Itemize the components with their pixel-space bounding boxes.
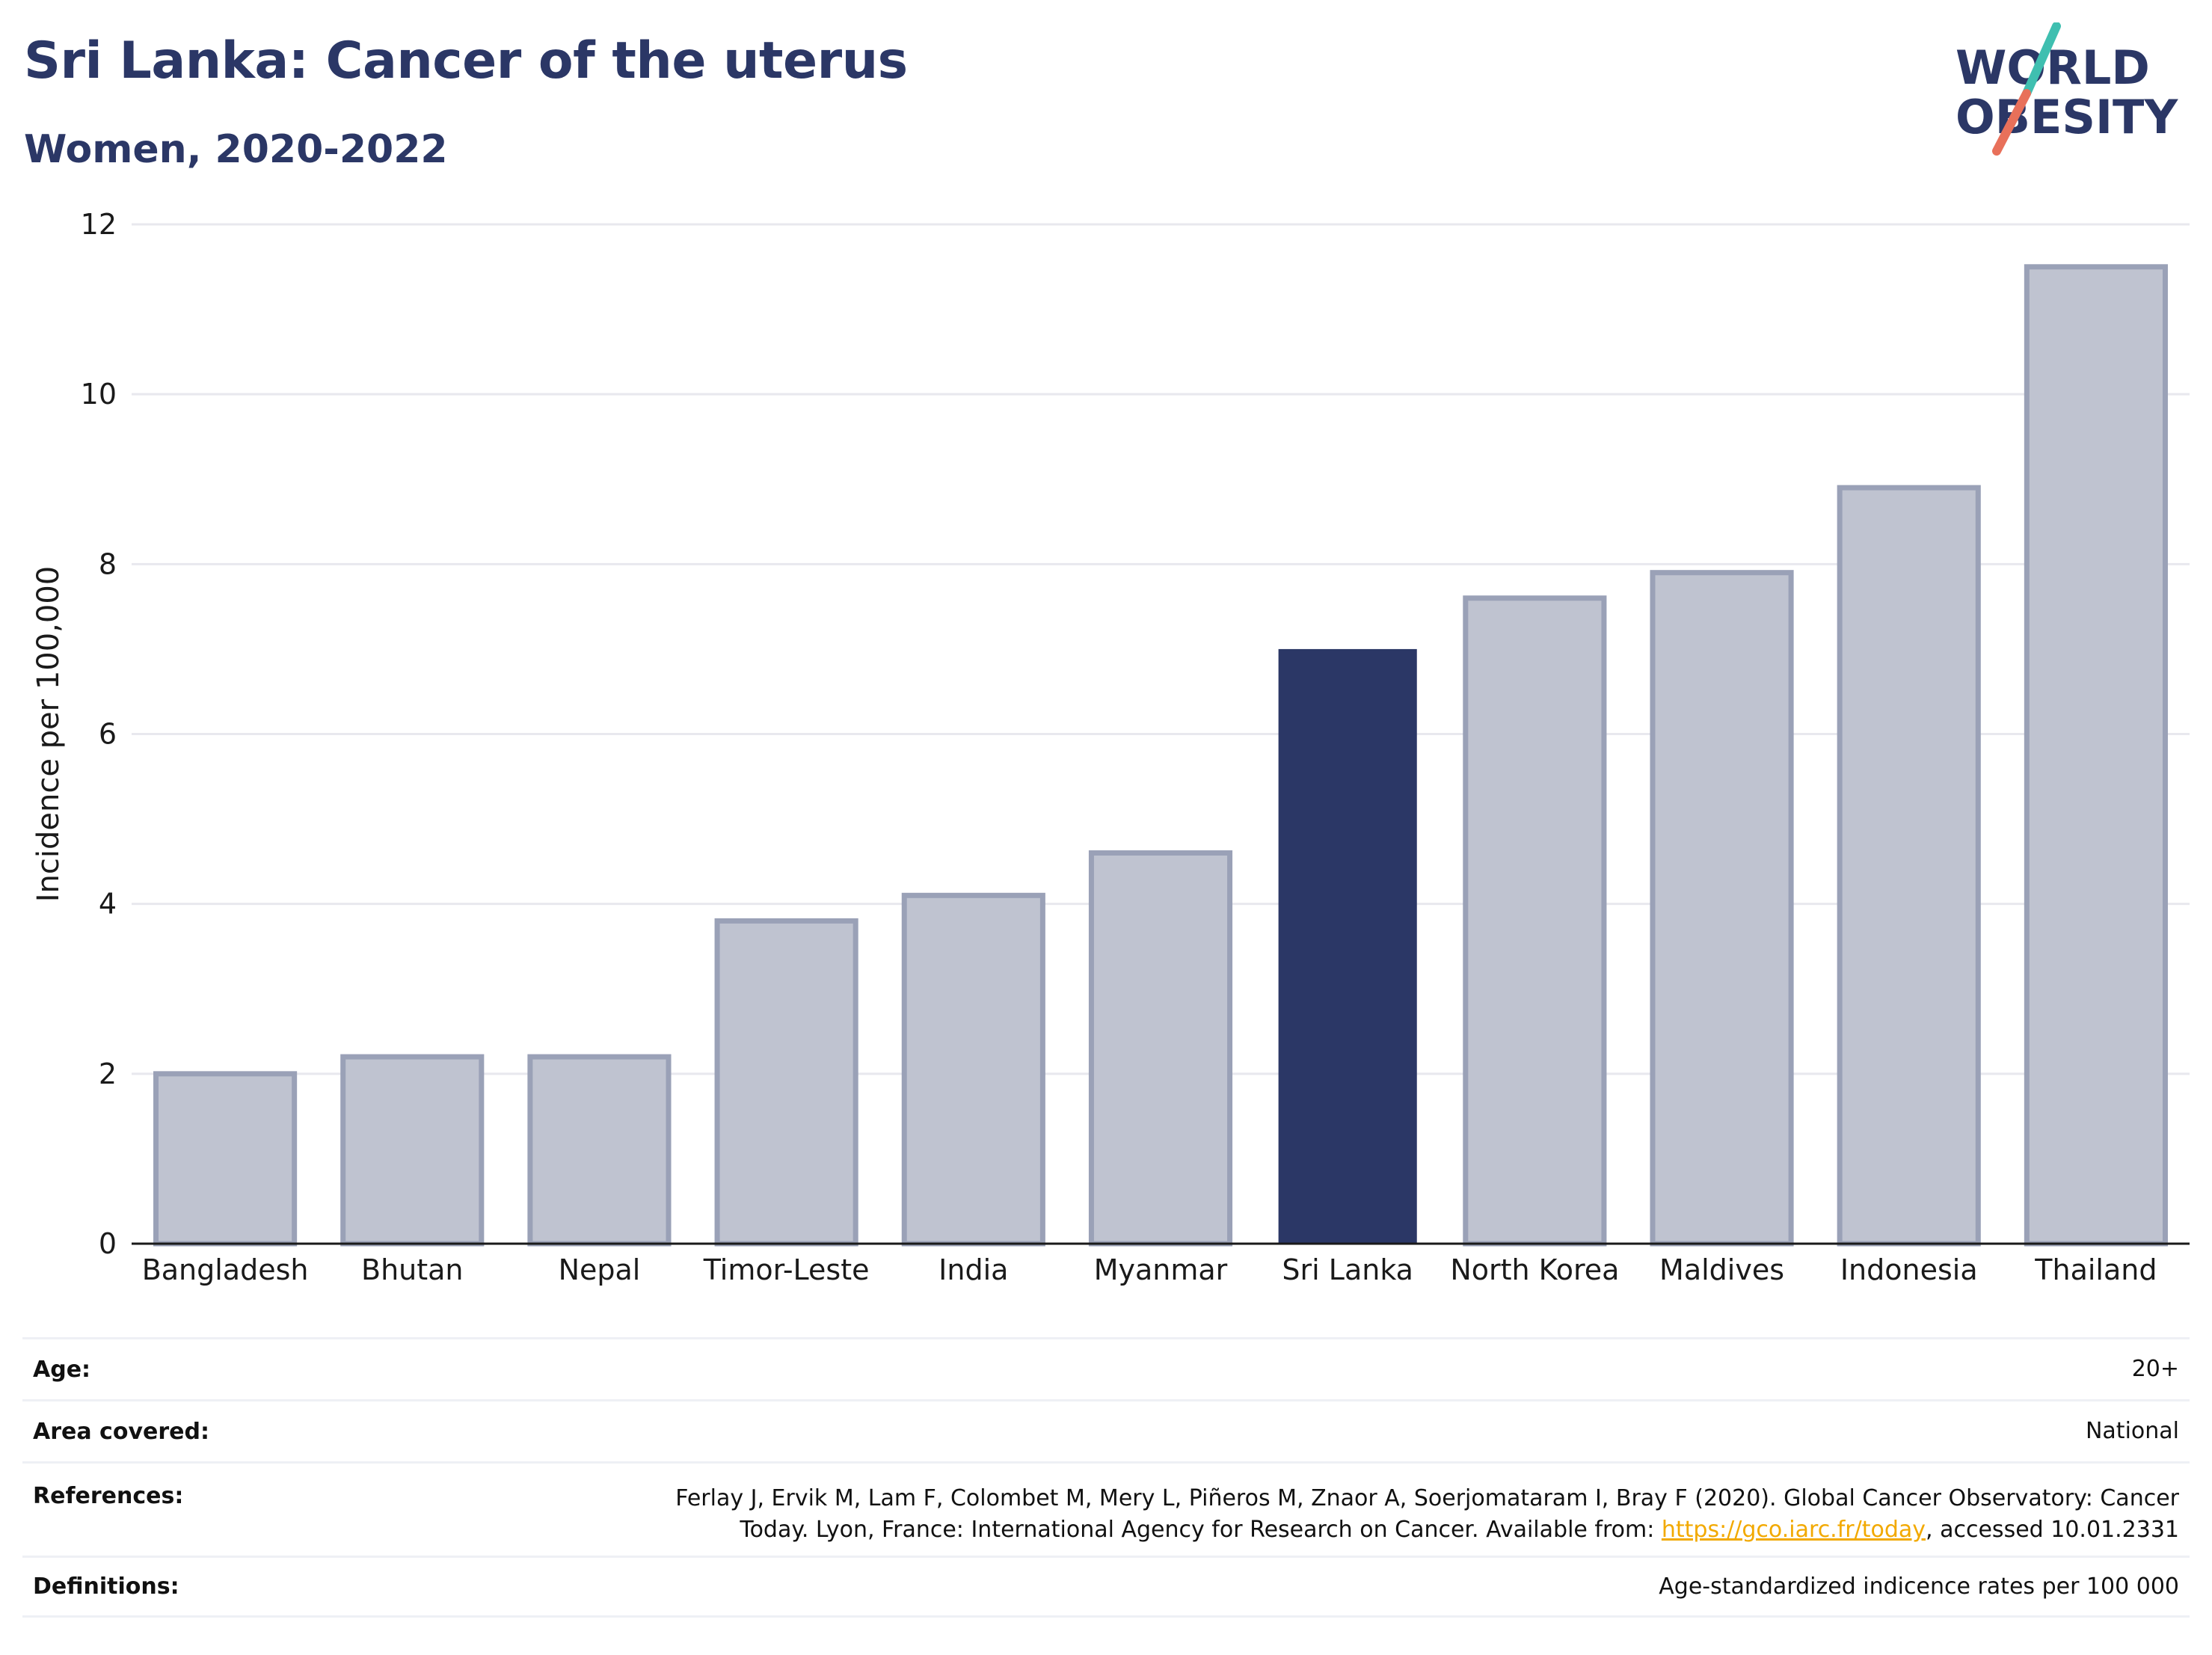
bar-bangladesh (153, 1071, 298, 1247)
x-tick-label-6: Sri Lanka (1282, 1253, 1413, 1286)
x-tick-label-7: North Korea (1450, 1253, 1619, 1286)
x-tick-label-8: Maldives (1659, 1253, 1784, 1286)
x-tick-label-4: India (938, 1253, 1008, 1286)
area-label: Area covered: (33, 1418, 209, 1445)
definitions-label: Definitions: (33, 1573, 179, 1600)
bar-indonesia (1837, 485, 1981, 1247)
y-tick-label-5: 10 (81, 378, 117, 411)
x-tick-label-2: Nepal (559, 1253, 641, 1286)
x-tick-label-1: Bhutan (361, 1253, 464, 1286)
y-tick-label-2: 4 (99, 888, 117, 921)
meta-row-references: References: Ferlay J, Ervik M, Lam F, Co… (22, 1461, 2190, 1556)
y-tick-label-6: 12 (81, 208, 117, 241)
bars (153, 264, 2168, 1247)
bar-india (901, 892, 1045, 1247)
references-label: References: (33, 1483, 184, 1509)
chart-title: Sri Lanka: Cancer of the uterus (24, 31, 908, 90)
references-link[interactable]: https://gco.iarc.fr/today (1661, 1517, 1926, 1543)
y-tick-label-3: 6 (99, 718, 117, 751)
x-tick-label-10: Thailand (2034, 1253, 2157, 1286)
chart-subtitle: Women, 2020-2022 (24, 127, 448, 172)
x-tick-label-3: Timor-Leste (703, 1253, 870, 1286)
y-tick-label-1: 2 (99, 1057, 117, 1090)
logo-slash-top (2022, 22, 2061, 98)
world-obesity-logo: WORLD OBESITY (1956, 22, 2178, 156)
y-tick-label-0: 0 (99, 1227, 117, 1260)
x-tick-label-0: Bangladesh (142, 1253, 309, 1286)
x-tick-label-9: Indonesia (1840, 1253, 1978, 1286)
y-tick-label-4: 8 (99, 547, 117, 580)
area-value: National (2085, 1418, 2179, 1444)
bar-myanmar (1088, 850, 1233, 1247)
bar-thailand (2024, 264, 2168, 1247)
x-tick-label-5: Myanmar (1094, 1253, 1228, 1286)
logo-slash-bottom (1992, 89, 2031, 156)
age-label: Age: (33, 1356, 91, 1383)
bar-north-korea (1463, 595, 1607, 1247)
bar-chart: 0 2 4 6 8 10 12 Bangladesh Bhutan Nepal Timor-Lest… (31, 208, 2190, 1286)
logo-line2: OBESITY (1956, 90, 2178, 144)
y-axis-title: Incidence per 100,000 (31, 566, 66, 903)
bar-timor-leste (714, 918, 858, 1247)
references-value: Ferlay J, Ervik M, Lam F, Colombet M, Me… (675, 1483, 2179, 1546)
axes: 0 2 4 6 8 10 12 Bangladesh Bhutan Nepal Timor-Lest… (81, 208, 2190, 1286)
meta-row-area: Area covered: National (22, 1399, 2190, 1461)
references-line2-pre: Today. Lyon, France: International Agenc… (740, 1517, 1662, 1543)
meta-row-age: Age: 20+ (22, 1337, 2190, 1399)
bar-bhutan (340, 1054, 485, 1247)
bar-nepal (527, 1054, 672, 1247)
bar-sri-lanka (1278, 648, 1417, 1244)
references-line1: Ferlay J, Ervik M, Lam F, Colombet M, Me… (675, 1485, 2179, 1511)
age-value: 20+ (2131, 1356, 2179, 1382)
references-line2-post: , accessed 10.01.2331 (1926, 1517, 2179, 1543)
bar-maldives (1650, 570, 1794, 1247)
meta-row-definitions: Definitions: Age-standardized indicence … (22, 1556, 2190, 1618)
metadata-table: Age: 20+ Area covered: National Referenc… (22, 1337, 2190, 1618)
definitions-value: Age-standardized indicence rates per 100… (1659, 1573, 2179, 1600)
logo-line1: WORLD (1956, 40, 2150, 95)
